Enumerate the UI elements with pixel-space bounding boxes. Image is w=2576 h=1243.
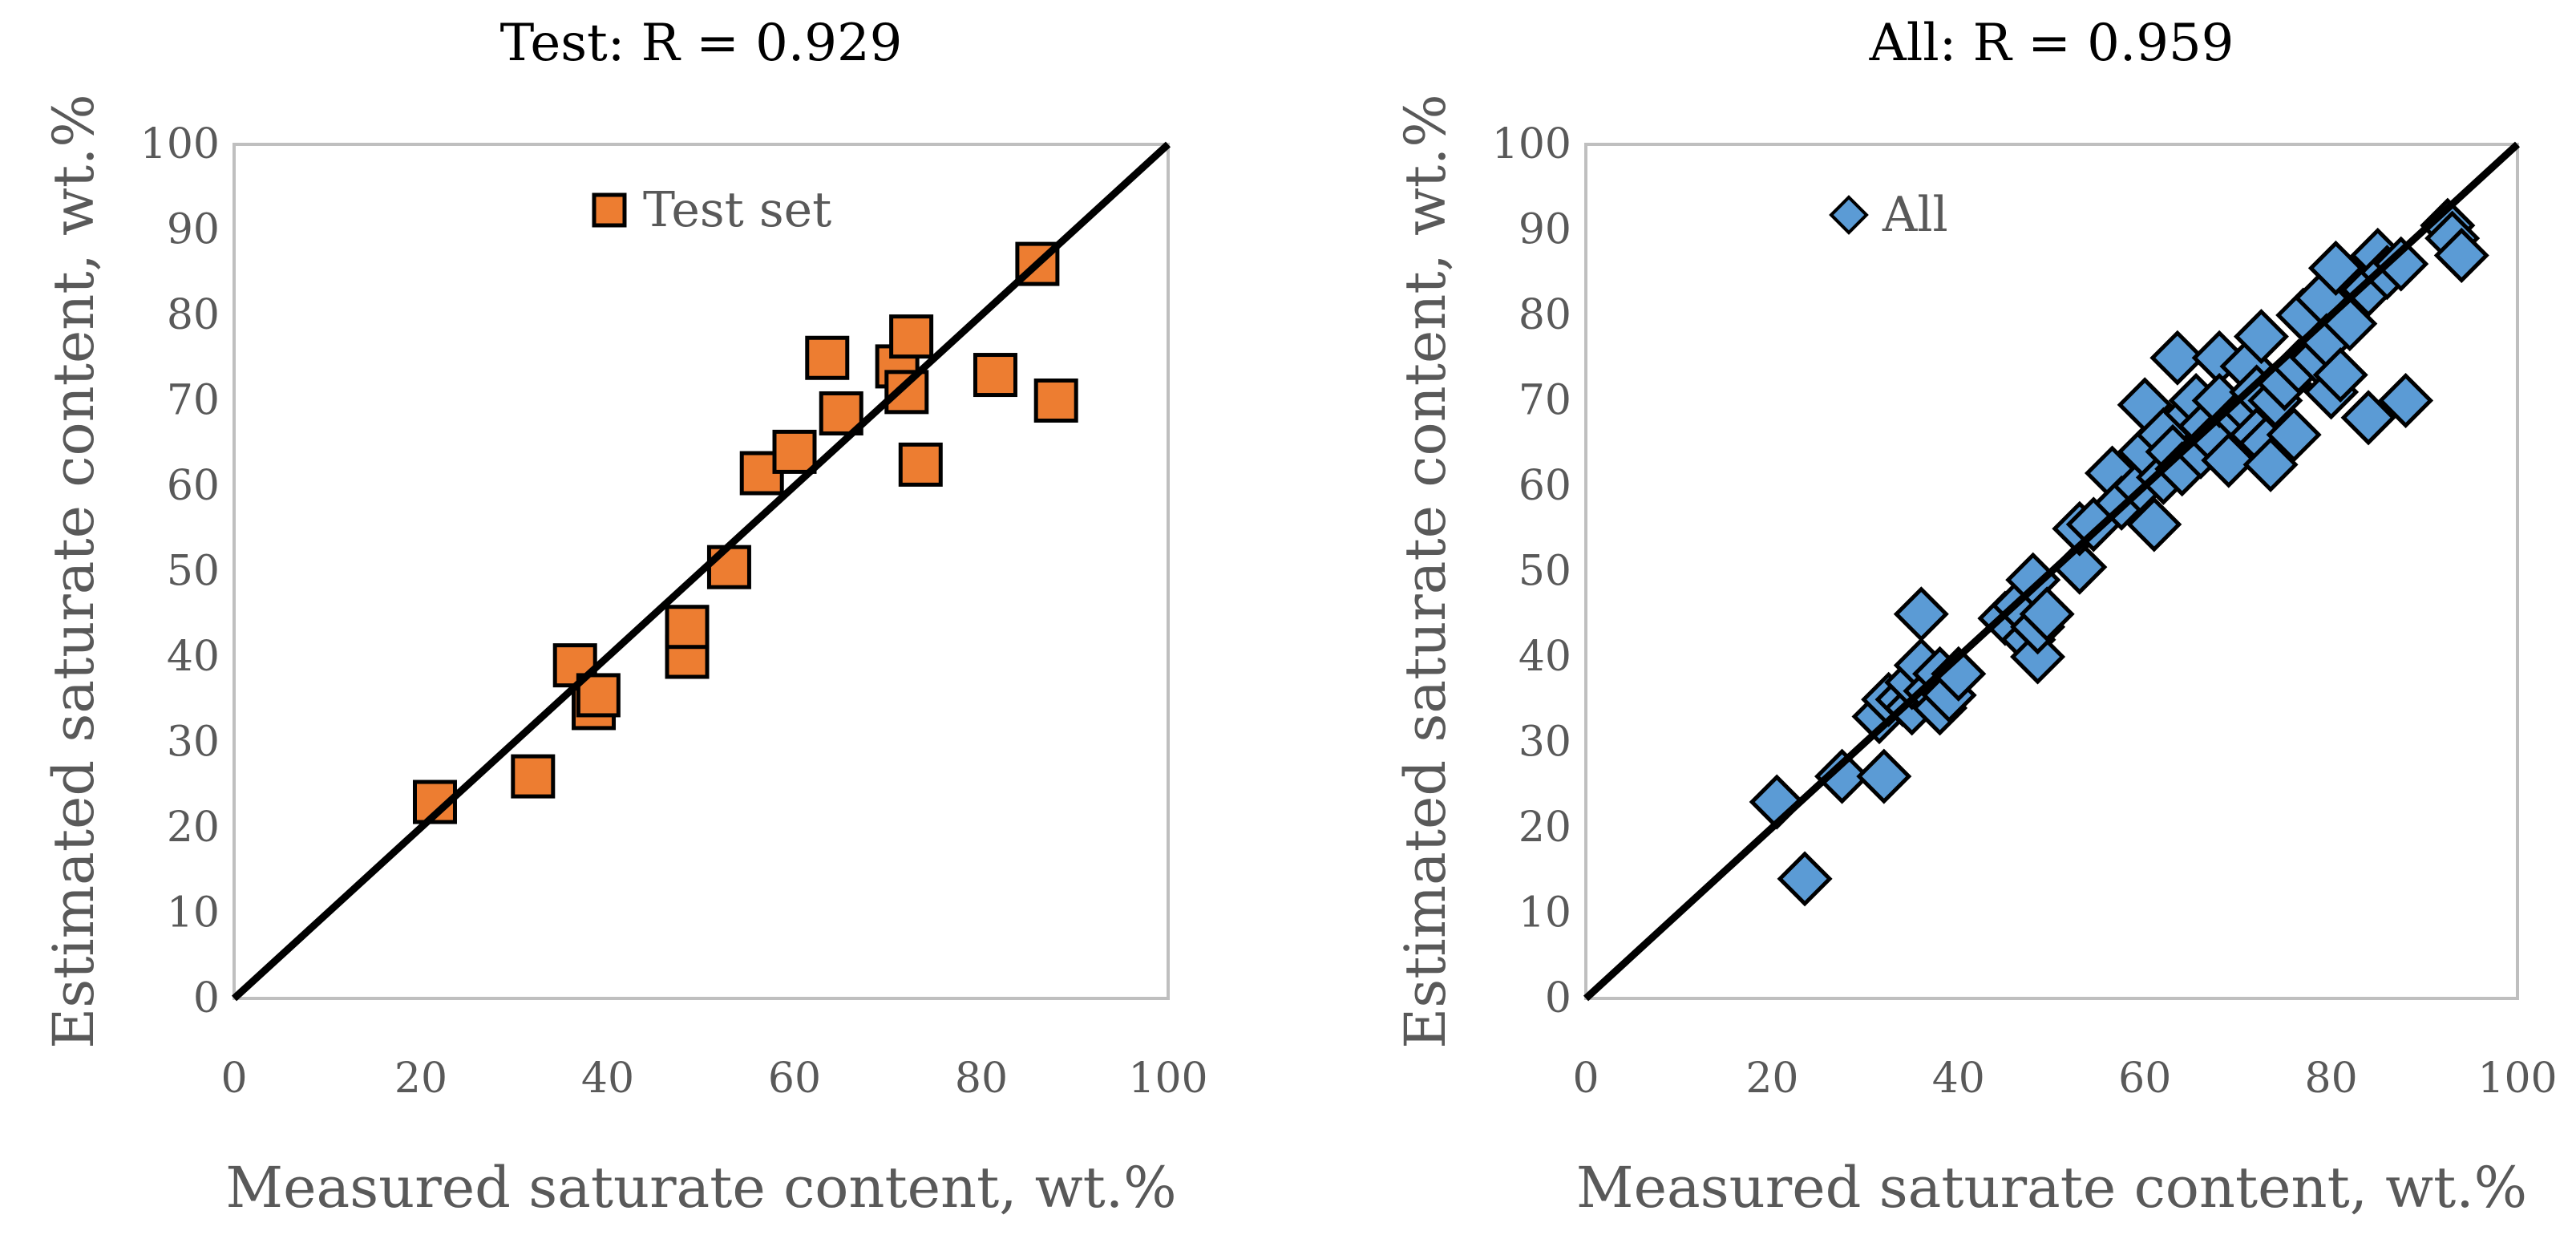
plot-area-frame	[233, 143, 1170, 1000]
data-point	[2201, 432, 2257, 488]
legend-marker	[592, 192, 627, 228]
data-point	[2312, 347, 2368, 403]
data-point	[1856, 748, 1912, 804]
legend-marker	[1829, 195, 1869, 235]
data-point	[1931, 646, 1987, 702]
x-tick-label: 60	[768, 1055, 821, 1103]
chart-title: Test: R = 0.929	[500, 14, 903, 73]
y-tick-label: 70	[1519, 377, 1571, 425]
y-tick-label: 20	[1519, 804, 1571, 852]
y-tick-label: 60	[167, 462, 220, 510]
data-point	[2340, 390, 2396, 446]
y-tick-label: 30	[1519, 719, 1571, 767]
chart-title: All: R = 0.959	[1869, 14, 2234, 73]
data-point	[1893, 586, 1949, 642]
y-axis-label: Estimated saturate content, wt.%	[41, 94, 107, 1049]
y-tick-label: 90	[1519, 206, 1571, 254]
data-point	[2149, 330, 2206, 386]
y-tick-label: 100	[1492, 120, 1571, 168]
y-tick-label: 30	[167, 719, 220, 767]
x-tick-label: 60	[2118, 1055, 2171, 1103]
data-point	[2433, 227, 2489, 283]
x-axis-label: Measured saturate content, wt.%	[1576, 1155, 2527, 1221]
y-tick-label: 50	[167, 548, 220, 596]
x-tick-label: 40	[1932, 1055, 1985, 1103]
x-tick-label: 80	[2305, 1055, 2358, 1103]
legend-label: Test set	[643, 182, 831, 238]
data-point	[2126, 496, 2182, 553]
y-tick-label: 40	[167, 633, 220, 681]
data-point	[2307, 240, 2364, 296]
legend: Test set	[592, 182, 831, 238]
x-tick-label: 80	[955, 1055, 1008, 1103]
data-point	[898, 442, 943, 487]
data-point	[2266, 407, 2322, 463]
y-tick-label: 0	[193, 974, 220, 1022]
y-tick-label: 10	[1519, 889, 1571, 937]
y-tick-label: 50	[1519, 548, 1571, 596]
data-point	[805, 335, 850, 380]
plot-area-frame	[1584, 143, 2519, 1000]
data-point	[1814, 748, 1870, 804]
chart-panel-test: Test: R = 0.929 0 20 40 60 80 100 0 10 20 30 40 50 60…	[41, 14, 1208, 1221]
y-tick-label: 20	[167, 804, 220, 852]
y-tick-label: 80	[167, 291, 220, 339]
y-tick-label: 0	[1545, 974, 1571, 1022]
x-tick-label: 20	[1745, 1055, 1798, 1103]
data-point	[889, 314, 934, 359]
reference-line-1to1	[1583, 141, 2521, 1002]
legend: All	[1829, 187, 1948, 243]
x-tick-label: 40	[581, 1055, 634, 1103]
data-point	[706, 545, 751, 589]
y-tick-label: 70	[167, 377, 220, 425]
x-tick-label: 100	[1128, 1055, 1207, 1103]
y-axis-label: Estimated saturate content, wt.%	[1393, 94, 1458, 1049]
data-point	[2019, 586, 2075, 642]
y-tick-label: 80	[1519, 291, 1571, 339]
y-tick-label: 40	[1519, 633, 1571, 681]
data-point	[2233, 309, 2289, 365]
data-point	[2378, 372, 2434, 429]
y-tick-label: 90	[167, 206, 220, 254]
y-tick-label: 100	[140, 120, 220, 168]
reference-line-1to1	[231, 141, 1171, 1002]
legend-label: All	[1882, 187, 1948, 243]
x-axis-label: Measured saturate content, wt.%	[225, 1155, 1176, 1221]
data-point	[772, 429, 817, 474]
x-tick-label: 0	[220, 1055, 247, 1103]
data-point	[2242, 436, 2299, 492]
x-tick-label: 0	[1572, 1055, 1599, 1103]
data-point	[511, 754, 556, 799]
y-tick-label: 60	[1519, 462, 1571, 510]
y-tick-label: 10	[167, 889, 220, 937]
data-point	[2373, 236, 2429, 292]
x-tick-label: 20	[394, 1055, 447, 1103]
data-point	[2010, 629, 2066, 685]
data-point	[1777, 851, 1833, 907]
data-point	[1033, 379, 1078, 423]
data-point	[973, 353, 1017, 398]
chart-panel-all: All: R = 0.959 0 20 40 60 80 100 0 10 20 30 40 50 60 7…	[1393, 14, 2558, 1221]
x-tick-label: 100	[2477, 1055, 2557, 1103]
data-point	[665, 605, 710, 650]
